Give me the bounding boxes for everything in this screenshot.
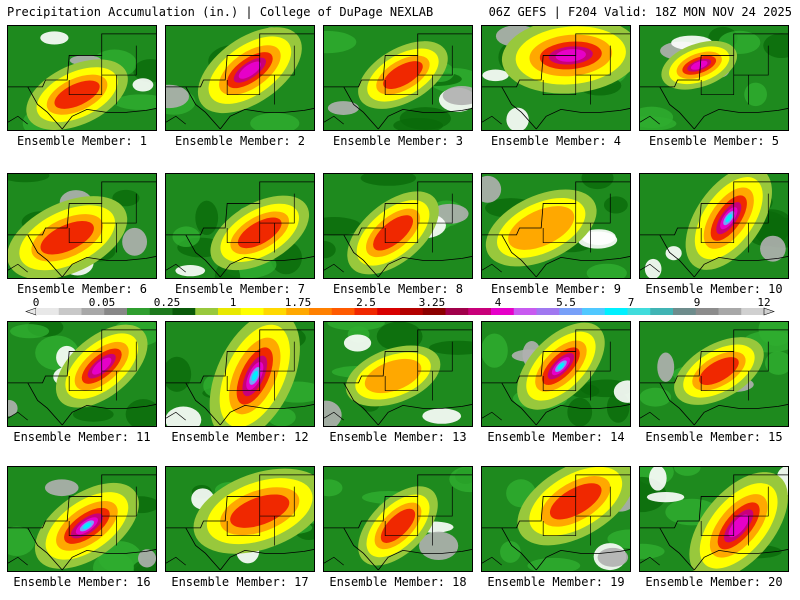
colorbar-segment xyxy=(445,308,469,315)
colorbar-segment xyxy=(513,308,537,315)
ensemble-member-map xyxy=(639,466,789,572)
ensemble-member-map xyxy=(639,321,789,427)
ensemble-member-map xyxy=(481,466,631,572)
colorbar-min-arrow xyxy=(25,307,37,316)
colorbar-segment xyxy=(377,308,401,315)
ensemble-member-map xyxy=(481,25,631,131)
ensemble-member-label: Ensemble Member: 17 xyxy=(171,575,309,589)
colorbar-segment xyxy=(582,308,606,315)
colorbar-segment xyxy=(36,308,60,315)
colorbar-segment xyxy=(127,308,151,315)
ensemble-member-map xyxy=(165,321,315,427)
ensemble-member-map xyxy=(323,25,473,131)
ensemble-member-label: Ensemble Member: 10 xyxy=(645,282,783,296)
ensemble-member-label: Ensemble Member: 7 xyxy=(174,282,306,296)
ensemble-member-label: Ensemble Member: 20 xyxy=(645,575,783,589)
map-title: Precipitation Accumulation (in.) | Colle… xyxy=(7,5,434,19)
colorbar-segment xyxy=(491,308,515,315)
ensemble-member-map xyxy=(165,25,315,131)
colorbar-segment xyxy=(627,308,651,315)
ensemble-member-label: Ensemble Member: 15 xyxy=(645,430,783,444)
ensemble-member-map xyxy=(7,25,157,131)
colorbar-segment xyxy=(172,308,196,315)
ensemble-member-label: Ensemble Member: 8 xyxy=(332,282,464,296)
colorbar-tick-label: 2.5 xyxy=(356,296,376,309)
ensemble-member-label: Ensemble Member: 11 xyxy=(13,430,151,444)
colorbar-max-arrow xyxy=(763,307,775,316)
ensemble-member-map xyxy=(481,173,631,279)
ensemble-member-label: Ensemble Member: 12 xyxy=(171,430,309,444)
colorbar-tick-label: 4 xyxy=(495,296,502,309)
ensemble-member-label: Ensemble Member: 18 xyxy=(329,575,467,589)
colorbar-segment xyxy=(400,308,424,315)
ensemble-member-map xyxy=(481,321,631,427)
colorbar-tick-label: 7 xyxy=(628,296,635,309)
colorbar-tick-label: 9 xyxy=(694,296,701,309)
colorbar-segment xyxy=(263,308,287,315)
colorbar-segment xyxy=(149,308,173,315)
ensemble-member-label: Ensemble Member: 6 xyxy=(16,282,148,296)
ensemble-member-map xyxy=(165,173,315,279)
colorbar-tick-label: 0.05 xyxy=(89,296,116,309)
ensemble-member-map xyxy=(639,25,789,131)
colorbar-segment xyxy=(58,308,82,315)
ensemble-member-label: Ensemble Member: 4 xyxy=(490,134,622,148)
model-run-valid-time: 06Z GEFS | F204 Valid: 18Z MON NOV 24 20… xyxy=(488,5,792,19)
ensemble-member-label: Ensemble Member: 16 xyxy=(13,575,151,589)
ensemble-member-map xyxy=(7,466,157,572)
colorbar-segment xyxy=(240,308,264,315)
colorbar-segment xyxy=(604,308,628,315)
colorbar-tick-label: 12 xyxy=(757,296,770,309)
colorbar-segment xyxy=(718,308,742,315)
colorbar-segment xyxy=(650,308,674,315)
colorbar-tick-label: 1.75 xyxy=(285,296,312,309)
colorbar-segment xyxy=(468,308,492,315)
colorbar-segment xyxy=(354,308,378,315)
precip-colorbar: 0 0.05 0.25 1 1.75 2.5 3.25 4 5.5 7 9 12 xyxy=(25,296,775,316)
ensemble-member-label: Ensemble Member: 14 xyxy=(487,430,625,444)
colorbar-tick-label: 0 xyxy=(33,296,40,309)
colorbar-segment xyxy=(559,308,583,315)
ensemble-member-label: Ensemble Member: 19 xyxy=(487,575,625,589)
colorbar-segment xyxy=(331,308,355,315)
colorbar-segment xyxy=(81,308,105,315)
colorbar-segment xyxy=(673,308,697,315)
ensemble-member-label: Ensemble Member: 5 xyxy=(648,134,780,148)
ensemble-member-map xyxy=(7,321,157,427)
colorbar-tick-label: 1 xyxy=(230,296,237,309)
ensemble-member-label: Ensemble Member: 9 xyxy=(490,282,622,296)
ensemble-member-label: Ensemble Member: 3 xyxy=(332,134,464,148)
colorbar-segment xyxy=(536,308,560,315)
ensemble-member-map xyxy=(165,466,315,572)
colorbar-segment xyxy=(218,308,242,315)
colorbar-segment xyxy=(309,308,333,315)
ensemble-member-map xyxy=(323,173,473,279)
ensemble-member-label: Ensemble Member: 2 xyxy=(174,134,306,148)
colorbar-segment xyxy=(741,308,765,315)
ensemble-member-label: Ensemble Member: 13 xyxy=(329,430,467,444)
colorbar-segment xyxy=(195,308,219,315)
ensemble-member-map xyxy=(323,466,473,572)
ensemble-member-map xyxy=(639,173,789,279)
colorbar-segment xyxy=(286,308,310,315)
colorbar-segment xyxy=(104,308,128,315)
colorbar-tick-label: 3.25 xyxy=(419,296,446,309)
colorbar-segment xyxy=(422,308,446,315)
ensemble-member-map xyxy=(7,173,157,279)
colorbar-tick-label: 5.5 xyxy=(556,296,576,309)
ensemble-member-map xyxy=(323,321,473,427)
colorbar-segment xyxy=(695,308,719,315)
ensemble-member-label: Ensemble Member: 1 xyxy=(16,134,148,148)
colorbar-tick-label: 0.25 xyxy=(154,296,181,309)
